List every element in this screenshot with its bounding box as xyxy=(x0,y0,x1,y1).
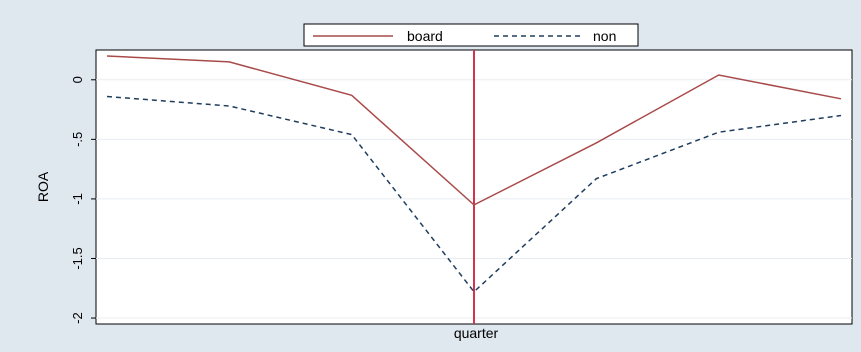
y-tick-label: -1 xyxy=(70,193,85,205)
series-lines xyxy=(106,55,842,293)
y-tick-label: 0 xyxy=(70,76,85,83)
x-axis-label: quarter xyxy=(454,325,499,341)
legend: board non xyxy=(303,23,639,47)
y-tick-label: -.5 xyxy=(70,132,85,147)
series-line-board xyxy=(106,55,842,206)
y-tick-label: -2 xyxy=(70,312,85,324)
y-tick-label: -1.5 xyxy=(70,247,85,269)
legend-board-label: board xyxy=(407,28,443,44)
legend-box xyxy=(303,23,639,47)
legend-non-label: non xyxy=(593,28,616,44)
y-axis-label: ROA xyxy=(35,171,51,202)
y-axis-ticks: 0 -.5 -1 -1.5 -2 xyxy=(70,76,96,324)
